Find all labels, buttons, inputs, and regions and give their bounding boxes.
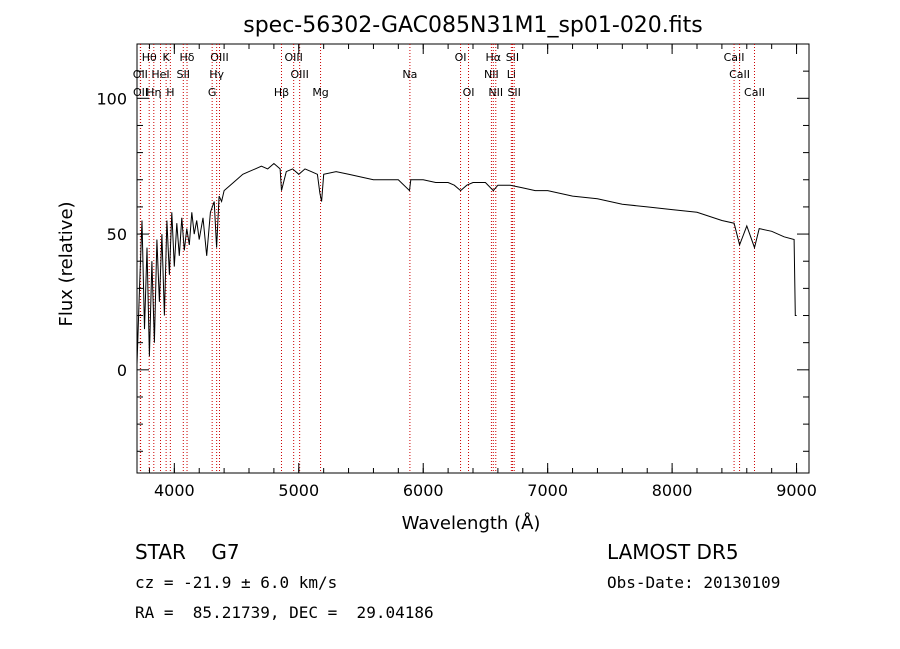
- observation-date: Obs-Date: 20130109: [607, 573, 781, 592]
- line-marker-label: OI: [463, 86, 475, 99]
- x-tick-label: 8000: [652, 481, 693, 500]
- line-marker-label: Mg: [312, 86, 328, 99]
- line-marker-label: OIII: [284, 51, 302, 64]
- line-marker-label: SII: [177, 68, 190, 81]
- line-marker-label: NII: [484, 68, 499, 81]
- line-marker-label: Na: [402, 68, 417, 81]
- spectrum-series-line: [136, 162, 797, 365]
- y-tick-label: 50: [107, 225, 127, 244]
- y-tick-label: 100: [96, 89, 127, 108]
- x-tick-label: 6000: [403, 481, 444, 500]
- line-marker-label: Hθ: [142, 51, 157, 64]
- line-marker-label: Hα: [486, 51, 502, 64]
- line-marker-label: K: [163, 51, 171, 64]
- line-marker-label: H: [166, 86, 174, 99]
- y-axis-label: Flux (relative): [56, 201, 77, 326]
- chart-title: spec-56302-GAC085N31M1_sp01-020.fits: [243, 13, 703, 38]
- axis-ticks: 4000 5000 6000 7000 8000 9000 0 50 100: [96, 44, 817, 500]
- line-marker-label: HeI: [151, 68, 169, 81]
- line-marker-label: Li: [507, 68, 516, 81]
- line-marker-label: OII: [133, 86, 148, 99]
- line-marker-label: CaII: [724, 51, 745, 64]
- x-tick-label: 5000: [278, 481, 319, 500]
- redshift-value: cz = -21.9 ± 6.0 km/s: [135, 573, 338, 592]
- line-marker-label: CaII: [744, 86, 765, 99]
- x-axis-label: Wavelength (Å): [402, 512, 541, 534]
- line-marker-label: OI: [455, 51, 467, 64]
- line-marker-label: Hβ: [274, 86, 289, 99]
- line-marker-label: OIII: [210, 51, 228, 64]
- survey-name: LAMOST DR5: [607, 540, 739, 564]
- y-tick-label: 0: [117, 361, 127, 380]
- plot-frame: [136, 43, 810, 474]
- line-marker-label: SII: [507, 86, 520, 99]
- line-marker-label: CaII: [729, 68, 750, 81]
- line-marker-label: G: [208, 86, 217, 99]
- x-tick-label: 7000: [527, 481, 568, 500]
- star-classification: STAR G7: [135, 540, 240, 564]
- sky-coordinates: RA = 85.21739, DEC = 29.04186: [135, 603, 434, 622]
- line-marker-layer: Hθ K Hδ OIII OIII OI Hα SII CaII OII HeI SII Hγ OIII N…: [133, 44, 765, 473]
- line-marker-label: Hγ: [209, 68, 224, 81]
- line-marker-label: SII: [506, 51, 519, 64]
- line-marker-label: Hδ: [180, 51, 195, 64]
- line-marker-label: NII: [488, 86, 503, 99]
- x-tick-label: 9000: [776, 481, 817, 500]
- line-marker-label: Hη: [146, 86, 161, 99]
- x-tick-label: 4000: [154, 481, 195, 500]
- line-marker-label: OIII: [290, 68, 308, 81]
